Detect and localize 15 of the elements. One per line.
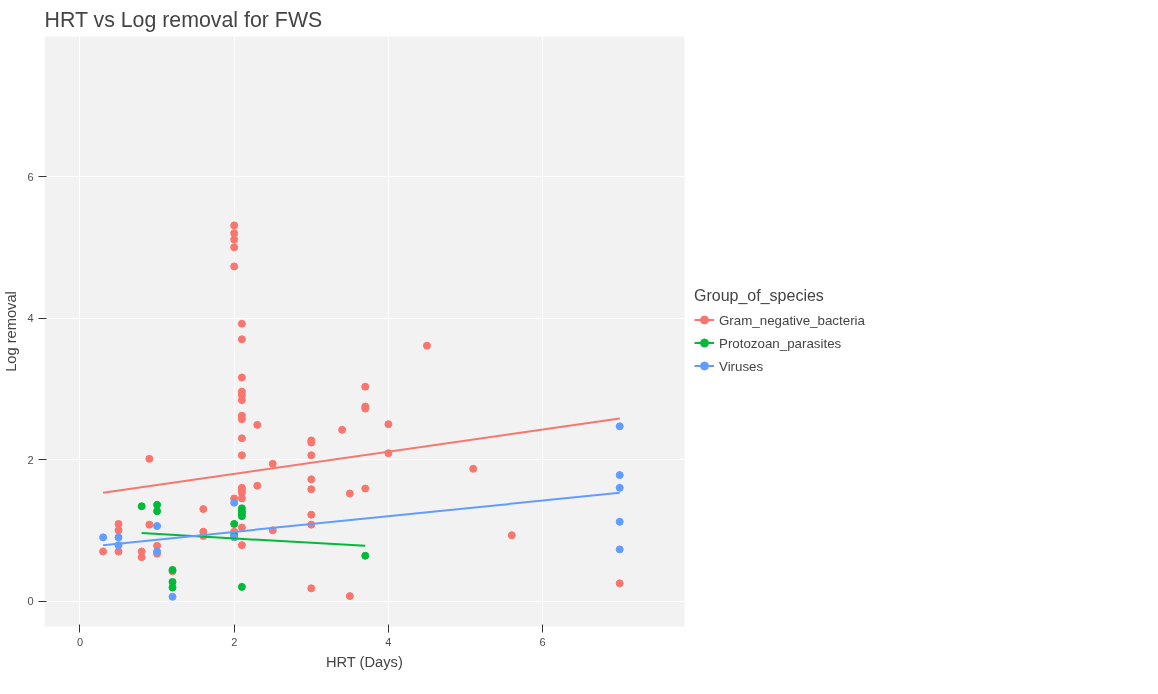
y-tick-label: 2 — [27, 453, 34, 466]
y-tick-label: 4 — [27, 312, 34, 325]
legend-title: Group_of_species — [694, 286, 825, 305]
legend-label: Protozoan_parasites — [719, 335, 842, 350]
y-tick-label: 0 — [27, 595, 34, 608]
legend-label: Gram_negative_bacteria — [719, 312, 865, 327]
x-axis-title: HRT (Days) — [325, 653, 403, 670]
x-tick-label: 2 — [231, 635, 238, 648]
x-tick-label: 0 — [76, 635, 84, 648]
x-tick-label: 6 — [539, 635, 546, 648]
y-axis-title: Log removal — [3, 291, 20, 372]
legend-label: Viruses — [719, 358, 764, 373]
x-tick-label: 4 — [385, 635, 392, 648]
chart-title: HRT vs Log removal for FWS — [44, 7, 323, 32]
y-tick-label: 6 — [27, 170, 34, 183]
